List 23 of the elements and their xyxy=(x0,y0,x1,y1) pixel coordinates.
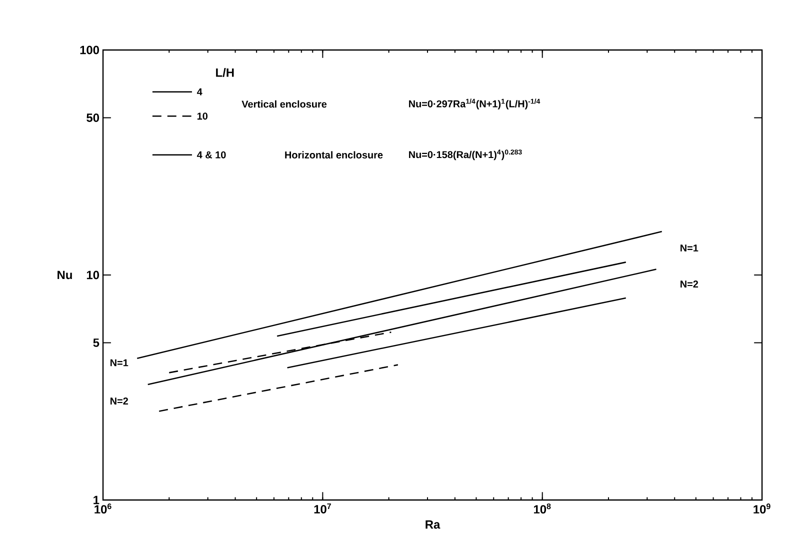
annotation: Nu=0·297Ra$^{1/4}$(N+1)$^{1}$(L/H)$^{-1/4}$ xyxy=(409,98,540,110)
y-tick-label: 100 xyxy=(80,46,99,54)
y-tick-label: 50 xyxy=(86,114,99,122)
x-tick-label: 10$^{7}$ xyxy=(314,504,331,514)
y-tick-label: 1 xyxy=(94,496,100,504)
legend-label: 4 & 10 xyxy=(196,151,226,158)
y-tick-label: 5 xyxy=(93,338,100,347)
y-tick-label: 10 xyxy=(86,270,99,280)
annotation: N=1 xyxy=(680,244,698,252)
annotation: N=1 xyxy=(110,359,128,366)
legend-title: L/H xyxy=(216,68,234,77)
annotation: N=2 xyxy=(110,398,128,404)
y-axis-title: Nu xyxy=(58,270,72,280)
x-axis-title: Ra xyxy=(426,520,440,529)
x-tick-label: 10$^{8}$ xyxy=(534,504,551,514)
annotation: Vertical enclosure xyxy=(242,100,327,108)
x-tick-label: 10$^{9}$ xyxy=(754,504,770,514)
legend-label: 4 xyxy=(196,88,202,96)
annotation: N=2 xyxy=(680,280,698,288)
legend-label: 10 xyxy=(197,112,208,120)
x-tick-label: 10$^{6}$ xyxy=(94,504,112,514)
annotation: Nu=0·158(Ra/(N+1)$^{4}$)$^{0.283}$ xyxy=(409,150,522,160)
annotation: Horizontal enclosure xyxy=(285,151,383,158)
